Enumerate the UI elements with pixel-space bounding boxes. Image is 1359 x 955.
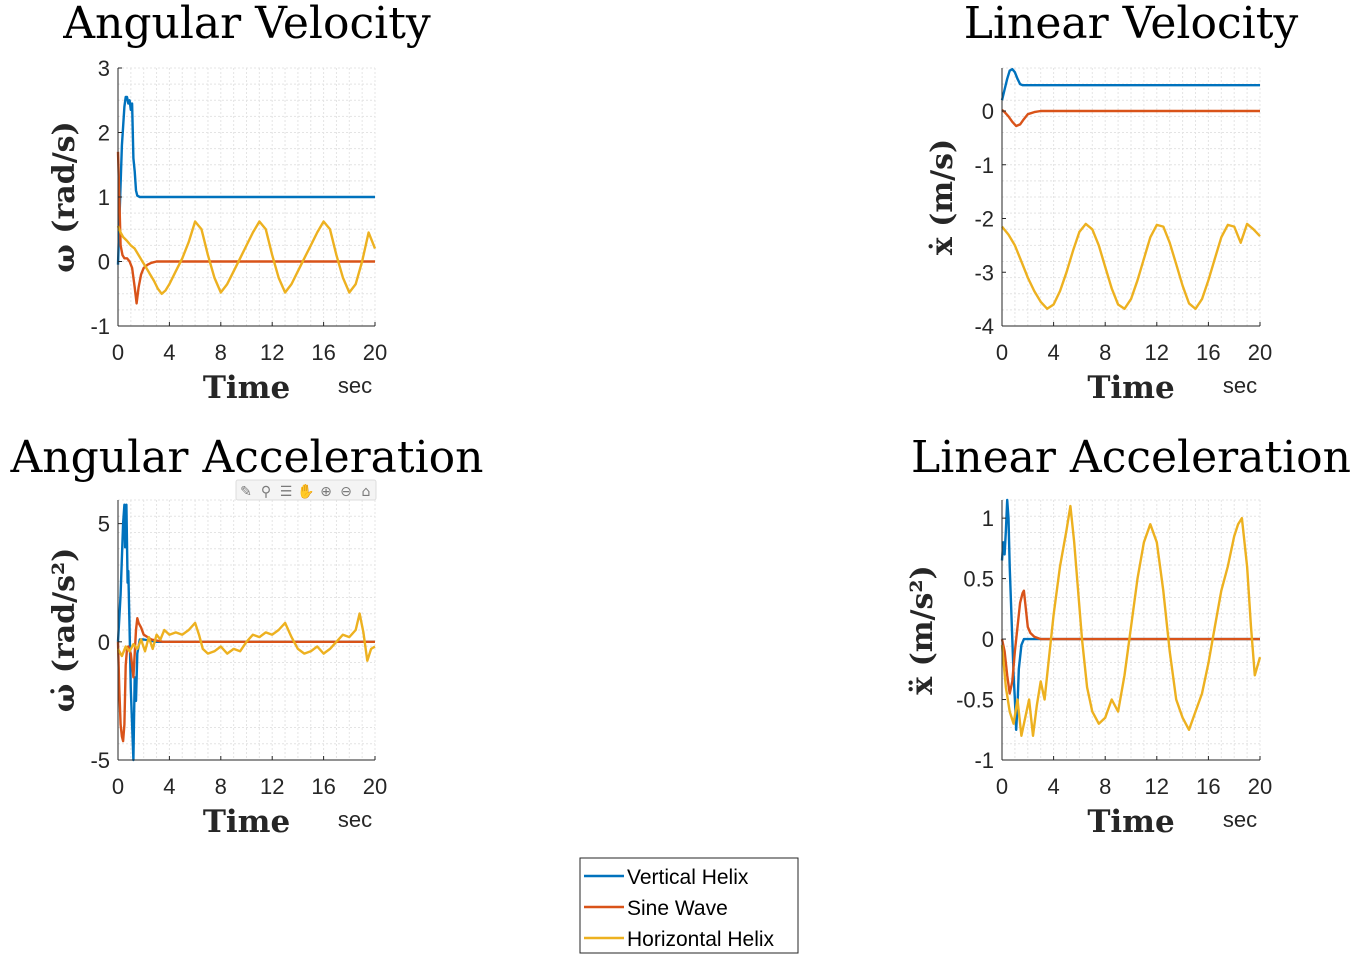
angular-velocity-y-tick-label: 3 (98, 56, 110, 81)
linear-acceleration-y-tick-label: 0 (982, 627, 994, 652)
linear-velocity-y-tick-label: -2 (974, 207, 994, 232)
linear-acceleration-y-tick-label: -0.5 (956, 688, 994, 713)
pan-hand-icon[interactable]: ✋ (297, 483, 314, 500)
linear-velocity-x-tick-label: 0 (996, 340, 1008, 365)
angular-velocity-series-vertical-helix (116, 95, 375, 265)
linear-velocity-x-tick-label: 12 (1145, 340, 1169, 365)
angular-acceleration-x-tick-label: 20 (363, 774, 387, 799)
angular-acceleration-x-tick-label: 12 (260, 774, 284, 799)
angular-acceleration-x-tick-label: 16 (311, 774, 335, 799)
angular-velocity-x-tick-label: 0 (112, 340, 124, 365)
angular-acceleration-grid (117, 499, 376, 761)
angular-acceleration-x-tick-label: 0 (112, 774, 124, 799)
linear-velocity-grid (1001, 67, 1261, 327)
linear-velocity-y-tick-label: -4 (974, 314, 994, 339)
angular-acceleration-x-tick-label: 4 (163, 774, 175, 799)
linear-acceleration-title: Linear Acceleration (911, 432, 1351, 483)
data-tips-icon[interactable]: ⚲ (261, 484, 271, 500)
angular-acceleration-series-horizontal-helix (116, 612, 376, 662)
linear-velocity-y-tick-label: -3 (974, 260, 994, 285)
angular-acceleration-y-label: ω̇ (rad/s²) (47, 548, 82, 713)
angular-velocity-x-label: Time (203, 370, 290, 406)
linear-velocity-x-tick-label: 20 (1248, 340, 1272, 365)
angular-velocity-y-label: ω (rad/s) (47, 121, 82, 272)
linear-acceleration-x-label: Time (1087, 804, 1174, 840)
angular-velocity-y-tick-label: 0 (98, 250, 110, 275)
linear-acceleration-x-tick-label: 0 (996, 774, 1008, 799)
legend-entry-sine-wave: Sine Wave (627, 897, 728, 920)
angular-velocity-series-sine-wave (116, 151, 375, 305)
linear-velocity-y-tick-label: 0 (982, 99, 994, 124)
linear-acceleration-y-tick-label: 1 (982, 506, 994, 531)
linear-acceleration-y-tick-label: 0.5 (963, 567, 994, 592)
linear-acceleration-x-tick-label: 4 (1047, 774, 1059, 799)
linear-acceleration-series-horizontal-helix (1000, 504, 1262, 737)
angular-acceleration-y-tick-label: 0 (98, 630, 110, 655)
angular-velocity-y-tick-label: 2 (98, 121, 110, 146)
brush-icon[interactable]: ✎ (240, 484, 252, 500)
angular-acceleration-series-vertical-helix (116, 503, 375, 762)
axes-toolbar: ✎ ⚲ ☰ ✋ ⊕ ⊖ ⌂ (235, 479, 377, 501)
angular-velocity-y-tick-label: -1 (90, 314, 110, 339)
linear-velocity-y-label: ẋ (m/s) (925, 139, 960, 255)
linear-acceleration-y-tick-label: -1 (974, 748, 994, 773)
angular-velocity-x-tick-label: 4 (163, 340, 175, 365)
angular-velocity-x-tick-label: 8 (215, 340, 227, 365)
legend-entry-horizontal-helix: Horizontal Helix (627, 928, 775, 951)
toolbar-background (235, 479, 377, 501)
legend-icon[interactable]: ☰ (280, 484, 293, 500)
linear-velocity-x-label: Time (1087, 370, 1174, 406)
linear-acceleration-x-unit: sec (1223, 807, 1257, 832)
linear-acceleration-chart: 0 4 8 12 16 20 -1 -0.5 0 0.5 1 Linear Acceleration T… (905, 432, 1351, 840)
linear-acceleration-series-sine-wave (1000, 589, 1260, 695)
linear-velocity-title: Linear Velocity (964, 0, 1299, 49)
linear-acceleration-x-tick-label: 8 (1099, 774, 1111, 799)
angular-acceleration-y-tick-label: 5 (98, 512, 110, 537)
linear-velocity-series-vertical-helix (1000, 67, 1260, 101)
linear-velocity-chart: 0 4 8 12 16 20 -4 -3 -2 -1 0 Linear Velocity Time sec… (925, 0, 1298, 406)
angular-acceleration-x-label: Time (203, 804, 290, 840)
linear-velocity-x-tick-label: 4 (1047, 340, 1059, 365)
angular-velocity-x-unit: sec (338, 373, 372, 398)
linear-acceleration-y-label: ẍ (m/s²) (905, 565, 940, 694)
linear-velocity-series-horizontal-helix (1001, 222, 1261, 310)
angular-acceleration-x-unit: sec (338, 807, 372, 832)
zoom-in-icon[interactable]: ⊕ (320, 484, 332, 500)
linear-acceleration-x-tick-label: 16 (1196, 774, 1220, 799)
angular-velocity-x-tick-label: 16 (311, 340, 335, 365)
linear-acceleration-x-tick-label: 12 (1145, 774, 1169, 799)
linear-velocity-x-tick-label: 16 (1196, 340, 1220, 365)
linear-velocity-x-unit: sec (1223, 373, 1257, 398)
angular-velocity-x-tick-label: 12 (260, 340, 284, 365)
angular-velocity-y-tick-label: 1 (98, 185, 110, 210)
angular-acceleration-y-tick-label: -5 (90, 748, 110, 773)
linear-acceleration-x-tick-label: 20 (1248, 774, 1272, 799)
angular-velocity-title: Angular Velocity (62, 0, 431, 49)
legend-entry-vertical-helix: Vertical Helix (627, 866, 749, 889)
legend: Vertical Helix Sine Wave Horizontal Helix (579, 857, 799, 954)
home-icon[interactable]: ⌂ (362, 484, 371, 500)
angular-acceleration-title: Angular Acceleration (10, 432, 484, 483)
angular-velocity-x-tick-label: 20 (363, 340, 387, 365)
zoom-out-icon[interactable]: ⊖ (340, 484, 352, 500)
angular-velocity-series-horizontal-helix (116, 220, 377, 295)
angular-acceleration-x-tick-label: 8 (215, 774, 227, 799)
linear-velocity-y-tick-label: -1 (974, 153, 994, 178)
linear-velocity-series-sine-wave (1001, 108, 1260, 128)
linear-velocity-x-tick-label: 8 (1099, 340, 1111, 365)
